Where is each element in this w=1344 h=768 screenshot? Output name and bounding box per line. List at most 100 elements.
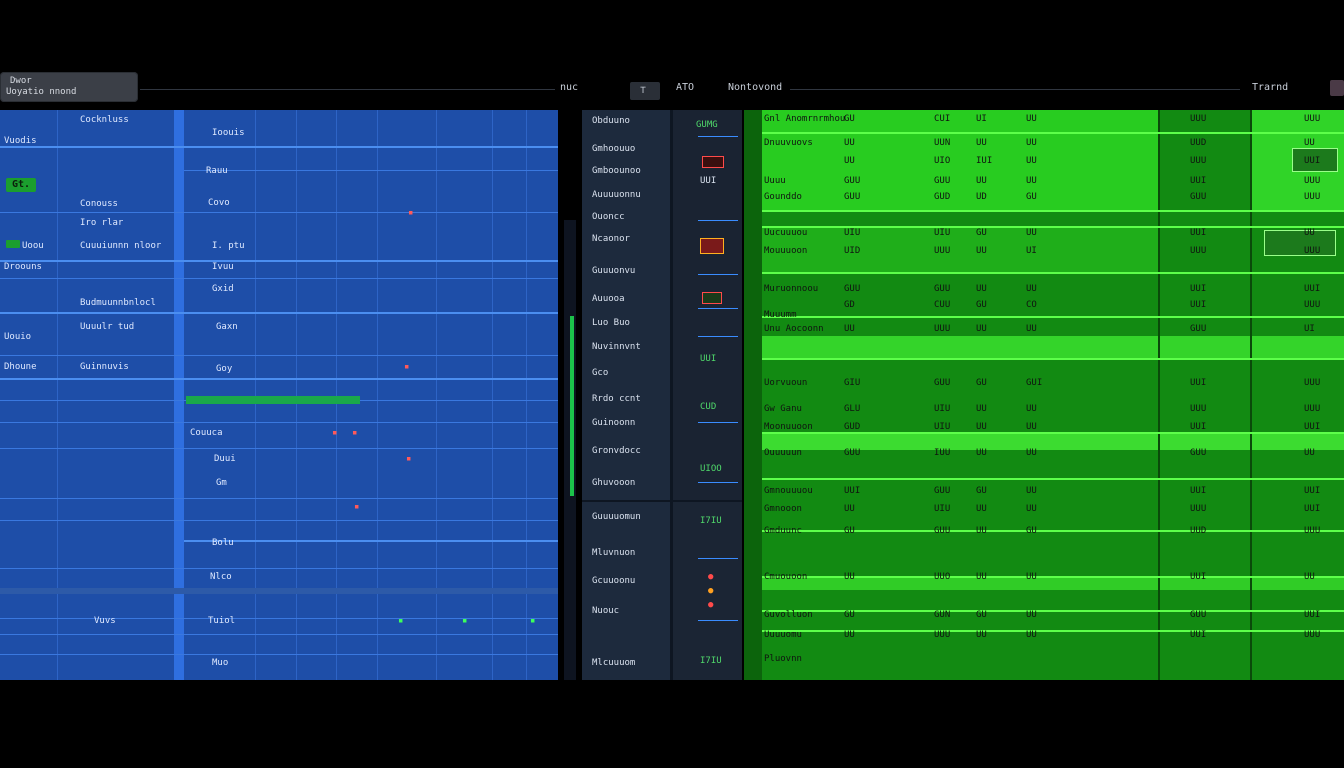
red-indicator: ▪ <box>332 428 338 438</box>
value-cell-c6: UUI <box>1304 284 1321 294</box>
value-cell-c2: UIU <box>934 422 951 432</box>
value-cell: CUD <box>700 402 717 412</box>
status-light-icon: ● <box>708 572 714 582</box>
row-label[interactable]: Muruonnoou <box>764 284 819 294</box>
cell: Uuuulr tud <box>80 322 135 332</box>
value-cell-c1: GD <box>844 300 855 310</box>
row-label[interactable]: Cmuouoon <box>764 572 808 582</box>
value-cell-c5: GUU <box>1190 448 1207 458</box>
row-label[interactable]: Unu Aocoonn <box>764 324 824 334</box>
top-label-c[interactable]: Nontovond <box>728 82 783 93</box>
list-item[interactable]: Guuuonvu <box>592 266 636 276</box>
top-label-b[interactable]: ATO <box>676 82 695 93</box>
row-label[interactable]: Uuuu <box>764 176 786 186</box>
list-item[interactable]: Gmhoouuo <box>592 144 636 154</box>
cell: I. ptu <box>212 241 245 251</box>
value-cell-c5: UUU <box>1190 156 1207 166</box>
value-cell-c4: UI <box>1026 246 1037 256</box>
list-item[interactable]: Mlcuuuom <box>592 658 636 668</box>
value-cell-c5: UUI <box>1190 176 1207 186</box>
value-cell-c3: UD <box>976 192 987 202</box>
header-col2[interactable]: Ioouis <box>212 128 245 138</box>
cell: Uouio <box>4 332 32 342</box>
value-cell-c5: UUI <box>1190 486 1207 496</box>
value-cell-c2: UIO <box>934 156 951 166</box>
list-item[interactable]: Ouoncc <box>592 212 625 222</box>
list-item[interactable]: Rrdo ccnt <box>592 394 641 404</box>
value-cell-c4: UU <box>1026 404 1037 414</box>
column-splitter[interactable] <box>174 110 184 680</box>
list-item[interactable]: Auuooa <box>592 294 625 304</box>
list-item[interactable]: Guuuuomun <box>592 512 641 522</box>
app-logo-line2: Uoyatio nnond <box>6 87 77 97</box>
status-light-icon: ● <box>708 600 714 610</box>
blue-data-pane[interactable]: Gt. Cocknluss Ioouis Vuodis Rauu Conouss… <box>0 110 558 680</box>
scrollbar[interactable] <box>564 220 576 680</box>
header-col1[interactable]: Cocknluss <box>80 115 129 125</box>
app-logo[interactable]: Dwor Uoyatio nnond <box>0 72 138 102</box>
list-item[interactable]: Auuuuonnu <box>592 190 641 200</box>
value-cell-c6: UUU <box>1304 378 1321 388</box>
row-label[interactable]: Uuuuomu <box>764 630 802 640</box>
value-cell-c2: CUI <box>934 114 951 124</box>
cell: Gaxn <box>216 322 238 332</box>
list-item[interactable]: Gmboounoo <box>592 166 641 176</box>
row-label[interactable]: Gmnouuuou <box>764 486 813 496</box>
value-cell-c2: UUU <box>934 324 951 334</box>
scrollbar-thumb[interactable] <box>570 316 574 496</box>
value-cell-c3: UU <box>976 448 987 458</box>
list-item[interactable]: Nuouc <box>592 606 620 616</box>
value-cell-c1: GUU <box>844 176 861 186</box>
row-label[interactable]: Dnuuvuovs <box>764 138 813 148</box>
value-cell-c4: UU <box>1026 156 1037 166</box>
row-label: Vuodis <box>4 136 37 146</box>
mid-list-pane[interactable]: Obduuno Gmhoouuo Gmboounoo Auuuuonnu Ouo… <box>582 110 742 680</box>
green-indicator: ▪ <box>398 616 404 626</box>
value-cell-c5: UUU <box>1190 404 1207 414</box>
list-item[interactable]: Gco <box>592 368 609 378</box>
row-label[interactable]: Gmduunc <box>764 526 802 536</box>
row-label[interactable]: Gnl Anomrnrmhou <box>764 114 846 124</box>
list-item[interactable]: Luo Buo <box>592 318 630 328</box>
list-item[interactable]: Obduuno <box>592 116 630 126</box>
row-label[interactable]: Uucuuuou <box>764 228 808 238</box>
list-item[interactable]: Mluvnuon <box>592 548 636 558</box>
value-cell-c5: UUU <box>1190 504 1207 514</box>
value-cell-c1: GU <box>844 114 855 124</box>
green-data-pane[interactable]: Gnl Anomrnrmhou Dnuuvuovs Uuuu Gounddo U… <box>744 110 1344 680</box>
value-cell-c3: UU <box>976 526 987 536</box>
row-label[interactable]: Ouuuuun <box>764 448 802 458</box>
row-label[interactable]: Uorvuoun <box>764 378 808 388</box>
row-label[interactable]: Pluovnn <box>764 654 802 664</box>
top-label-a[interactable]: nuc <box>560 82 579 93</box>
list-item[interactable]: Gcuuoonu <box>592 576 636 586</box>
toolbar-toggle-button[interactable]: ⊤ <box>630 82 660 100</box>
top-label-right[interactable]: Trarnd <box>1252 82 1289 93</box>
list-item[interactable]: Ncaonor <box>592 234 630 244</box>
row-label[interactable]: Guvolluon <box>764 610 813 620</box>
row-label[interactable]: Moonuuoon <box>764 422 813 432</box>
row-label[interactable]: Gounddo <box>764 192 802 202</box>
value-cell-c5: UUI <box>1190 300 1207 310</box>
row-label[interactable]: Mouuuoon <box>764 246 808 256</box>
value-cell-c1: GUU <box>844 192 861 202</box>
value-cell-c1: UIU <box>844 228 861 238</box>
row-label[interactable]: Gmnooon <box>764 504 802 514</box>
alert-button[interactable] <box>1330 80 1344 96</box>
small-status-badge <box>6 240 20 248</box>
row-label[interactable]: Gw Ganu <box>764 404 802 414</box>
list-item[interactable]: Nuvinnvnt <box>592 342 641 352</box>
value-cell-c5: UUD <box>1190 526 1207 536</box>
value-cell-c4: UU <box>1026 284 1037 294</box>
value-cell-c4: UU <box>1026 422 1037 432</box>
list-item[interactable]: Guinoonn <box>592 418 636 428</box>
list-item[interactable]: Gronvdocc <box>592 446 641 456</box>
red-indicator: ▪ <box>354 502 360 512</box>
cell: Bolu <box>212 538 234 548</box>
list-item[interactable]: Ghuvooon <box>592 478 636 488</box>
value-cell-c6: UUU <box>1304 526 1321 536</box>
row-label[interactable]: Muuumm <box>764 310 797 320</box>
value-cell-c4: UU <box>1026 630 1037 640</box>
red-indicator: ▪ <box>408 208 414 218</box>
value-cell-c3: UU <box>976 422 987 432</box>
